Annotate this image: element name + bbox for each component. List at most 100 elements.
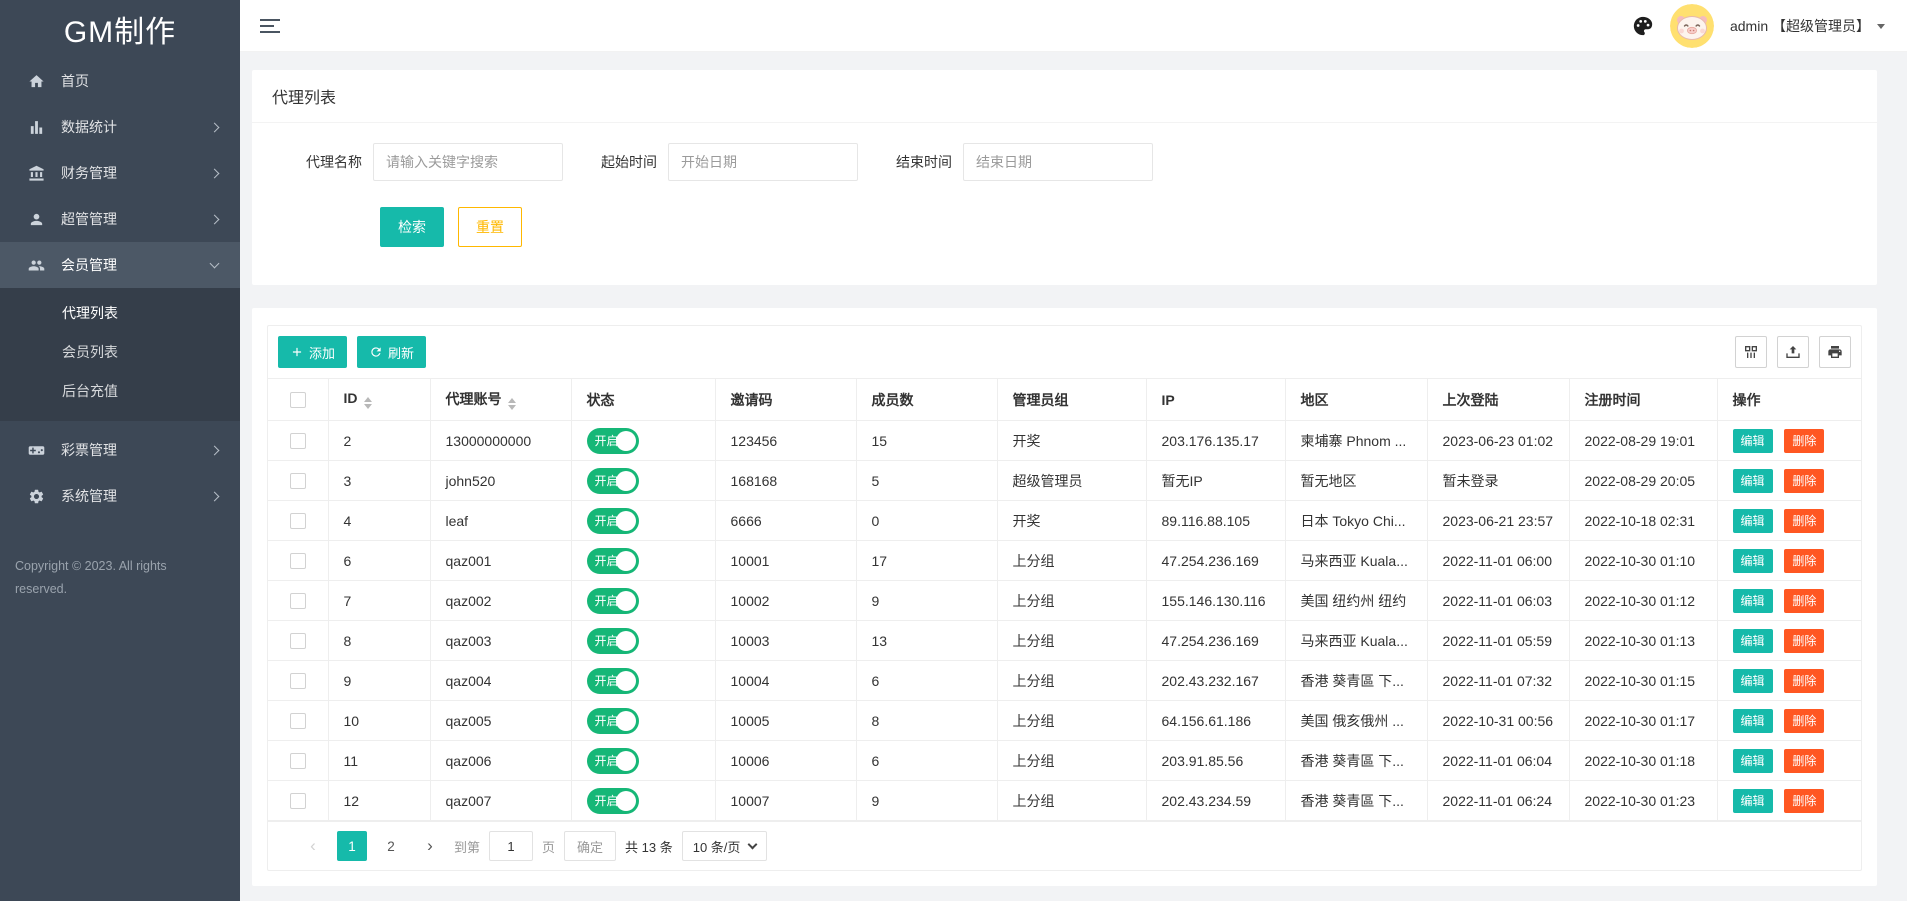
prev-page-button[interactable]: ‹ xyxy=(310,836,316,855)
row-checkbox[interactable] xyxy=(289,513,306,530)
hamburger-icon[interactable] xyxy=(260,18,280,33)
cell-member-count: 0 xyxy=(855,500,998,541)
status-toggle[interactable]: 开启 xyxy=(586,427,639,454)
sidebar-item-lottery[interactable]: 彩票管理 xyxy=(0,427,240,473)
cell-actions: 编辑 删除 xyxy=(1716,740,1861,781)
delete-button[interactable]: 删除 xyxy=(1784,468,1825,493)
status-toggle[interactable]: 开启 xyxy=(586,627,639,654)
sidebar-item-home[interactable]: 首页 xyxy=(0,58,240,104)
edit-button[interactable]: 编辑 xyxy=(1732,548,1773,573)
status-toggle[interactable]: 开启 xyxy=(586,467,639,494)
reset-button[interactable]: 重置 xyxy=(458,207,522,247)
export-icon[interactable] xyxy=(1777,336,1809,368)
home-icon xyxy=(27,72,45,90)
delete-button[interactable]: 删除 xyxy=(1784,788,1825,813)
sidebar-subitem-agent-list[interactable]: 代理列表 xyxy=(62,305,118,321)
sidebar-item-label: 彩票管理 xyxy=(61,442,117,458)
status-toggle[interactable]: 开启 xyxy=(586,587,639,614)
gear-icon xyxy=(27,487,45,505)
row-checkbox[interactable] xyxy=(289,793,306,810)
sidebar-item-label: 系统管理 xyxy=(61,488,117,504)
page-button-2[interactable]: 2 xyxy=(387,838,395,854)
delete-button[interactable]: 删除 xyxy=(1784,668,1825,693)
search-button[interactable]: 检索 xyxy=(380,207,444,247)
row-checkbox[interactable] xyxy=(289,433,306,450)
delete-button[interactable]: 删除 xyxy=(1784,548,1825,573)
cell-admin-group: 上分组 xyxy=(996,620,1147,661)
edit-button[interactable]: 编辑 xyxy=(1732,788,1773,813)
end-date-input[interactable] xyxy=(963,143,1153,181)
bank-icon xyxy=(27,164,45,182)
status-toggle-label: 开启 xyxy=(594,474,619,488)
columns-icon[interactable] xyxy=(1735,336,1767,368)
printer-icon[interactable] xyxy=(1819,336,1851,368)
delete-button[interactable]: 删除 xyxy=(1784,508,1825,533)
cell-region: 美国 俄亥俄州 ... xyxy=(1284,700,1428,741)
palette-icon[interactable] xyxy=(1632,15,1654,37)
status-toggle-label: 开启 xyxy=(594,674,619,688)
edit-button[interactable]: 编辑 xyxy=(1732,468,1773,493)
user-menu[interactable]: admin 【超级管理员】 xyxy=(1730,16,1885,36)
toggle-knob xyxy=(615,710,636,731)
row-checkbox[interactable] xyxy=(289,673,306,690)
row-checkbox[interactable] xyxy=(289,753,306,770)
status-toggle[interactable]: 开启 xyxy=(586,747,639,774)
add-button[interactable]: 添加 xyxy=(278,336,348,368)
cell-reg-time: 2022-10-18 02:31 xyxy=(1568,500,1718,541)
row-checkbox[interactable] xyxy=(289,473,306,490)
refresh-button[interactable]: 刷新 xyxy=(357,336,427,368)
page-size-select[interactable]: 10 条/页 xyxy=(681,831,768,861)
edit-button[interactable]: 编辑 xyxy=(1732,588,1773,613)
delete-button[interactable]: 删除 xyxy=(1784,588,1825,613)
cell-last-login: 2023-06-21 23:57 xyxy=(1426,500,1570,541)
sidebar-item-system[interactable]: 系统管理 xyxy=(0,473,240,519)
row-checkbox[interactable] xyxy=(289,633,306,650)
cell-status: 开启 xyxy=(570,700,716,741)
col-members: 成员数 xyxy=(855,378,998,421)
cell-reg-time: 2022-10-30 01:10 xyxy=(1568,540,1718,581)
status-toggle[interactable]: 开启 xyxy=(586,547,639,574)
sort-icon[interactable] xyxy=(507,398,516,410)
delete-button[interactable]: 删除 xyxy=(1784,748,1825,773)
edit-button[interactable]: 编辑 xyxy=(1732,708,1773,733)
next-page-button[interactable]: › xyxy=(427,836,433,855)
status-toggle[interactable]: 开启 xyxy=(586,787,639,814)
filter-label: 代理名称 xyxy=(306,154,362,170)
sidebar-subitem-backend-recharge[interactable]: 后台充值 xyxy=(62,383,118,399)
delete-button[interactable]: 删除 xyxy=(1784,628,1825,653)
cell-region: 香港 葵青區 下... xyxy=(1284,660,1428,701)
sidebar-subitem-member-list[interactable]: 会员列表 xyxy=(62,344,118,360)
avatar[interactable] xyxy=(1669,3,1714,48)
goto-page-input[interactable] xyxy=(489,831,534,861)
delete-button[interactable]: 删除 xyxy=(1784,428,1825,453)
edit-button[interactable]: 编辑 xyxy=(1732,428,1773,453)
sidebar-item-finance[interactable]: 财务管理 xyxy=(0,150,240,196)
edit-button[interactable]: 编辑 xyxy=(1732,668,1773,693)
goto-confirm-button[interactable]: 确定 xyxy=(564,831,617,861)
status-toggle[interactable]: 开启 xyxy=(586,507,639,534)
sidebar-item-superadmin[interactable]: 超管管理 xyxy=(0,196,240,242)
start-date-input[interactable] xyxy=(668,143,858,181)
row-checkbox[interactable] xyxy=(289,593,306,610)
select-all-checkbox[interactable] xyxy=(289,392,306,409)
row-checkbox[interactable] xyxy=(289,553,306,570)
cell-admin-group: 超级管理员 xyxy=(996,460,1147,501)
status-toggle[interactable]: 开启 xyxy=(586,707,639,734)
edit-button[interactable]: 编辑 xyxy=(1732,748,1773,773)
status-toggle[interactable]: 开启 xyxy=(586,667,639,694)
sidebar-item-members[interactable]: 会员管理 xyxy=(0,242,240,288)
page-button-1[interactable]: 1 xyxy=(337,831,367,861)
cell-id: 3 xyxy=(327,460,431,501)
agent-name-input[interactable] xyxy=(373,143,563,181)
delete-button[interactable]: 删除 xyxy=(1784,708,1825,733)
col-account[interactable]: 代理账号 xyxy=(429,378,572,421)
edit-button[interactable]: 编辑 xyxy=(1732,508,1773,533)
cell-id: 7 xyxy=(327,580,431,621)
sidebar-item-statistics[interactable]: 数据统计 xyxy=(0,104,240,150)
edit-button[interactable]: 编辑 xyxy=(1732,628,1773,653)
cell-last-login: 2023-06-23 01:02 xyxy=(1426,420,1570,461)
sort-icon[interactable] xyxy=(363,397,372,409)
row-checkbox[interactable] xyxy=(289,713,306,730)
col-id[interactable]: ID xyxy=(327,378,431,421)
filter-form: 代理名称 起始时间 结束时间 xyxy=(252,123,1877,181)
